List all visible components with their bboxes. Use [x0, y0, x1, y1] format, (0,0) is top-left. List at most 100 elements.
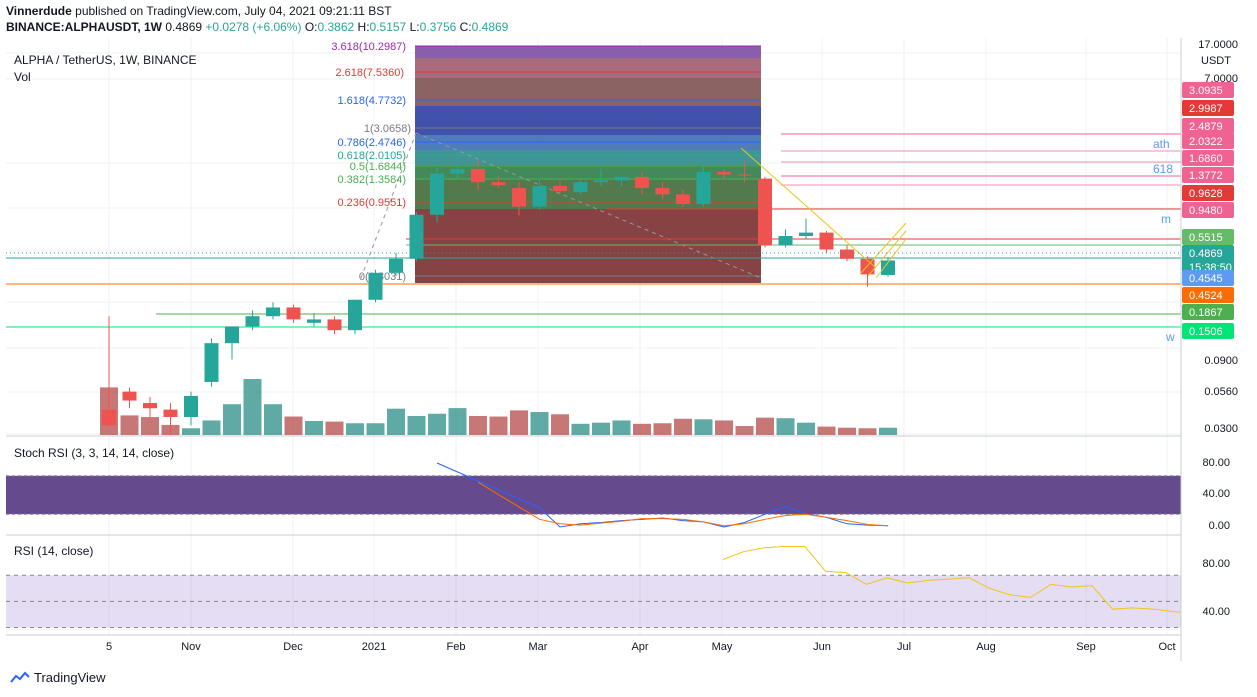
stoch-tick-0: 80.00 [1202, 457, 1230, 469]
side-label-1: 618 [1153, 162, 1173, 176]
price-badge-text-12: 0.4524 [1189, 290, 1223, 302]
candle-body-16 [430, 173, 444, 215]
price-badge-text-5: 1.3772 [1189, 170, 1223, 182]
price-badge-0 [1182, 82, 1234, 98]
candle-body-36 [840, 249, 854, 259]
volume-bar-23 [571, 423, 590, 435]
price-badge-14 [1182, 323, 1234, 339]
volume-bar-10 [305, 421, 323, 435]
candle-body-4 [184, 395, 198, 417]
volume-bar-16 [428, 413, 446, 435]
fib-band-1 [415, 58, 761, 78]
volume-bar-29 [694, 419, 713, 435]
candle-body-21 [532, 185, 547, 207]
fib-anchor-line [360, 132, 417, 279]
candle-body-7 [245, 316, 260, 327]
time-label-7: Apr [631, 641, 648, 653]
fib-band-6 [415, 165, 761, 180]
candle-body-5 [204, 343, 219, 382]
time-label-8: May [712, 641, 733, 653]
price-badge-12 [1182, 287, 1234, 303]
volume-bar-1 [120, 415, 139, 435]
horizontal-levels [6, 133, 1181, 328]
time-label-9: Jun [813, 641, 831, 653]
volume-bar-4 [182, 428, 200, 435]
footer-brand-label: TradingView [34, 670, 106, 685]
volume-bar-31 [735, 426, 754, 435]
candle-body-11 [327, 319, 342, 331]
footer-brand[interactable]: TradingView [10, 670, 106, 685]
indicator-panes [6, 435, 1257, 636]
author-name[interactable]: Vinnerdude [6, 4, 72, 18]
candle-body-14 [389, 258, 403, 273]
fib-label-6: 0.5(1.6844) [350, 161, 406, 173]
price-badge-6 [1182, 185, 1234, 201]
rsi-legend: RSI (14, close) [14, 544, 93, 558]
candle-body-34 [799, 232, 813, 236]
time-axis[interactable]: 5 Nov Dec 2021 Feb Mar Apr May Jun Jul Aug Sep Oct [106, 641, 1176, 653]
price-tick-0: 17.0000 [1198, 39, 1238, 51]
open-label: O: [304, 20, 318, 34]
fib-band-5 [415, 150, 761, 165]
candle-body-3 [163, 409, 178, 417]
volume-bar-38 [879, 427, 897, 435]
volume-bar-11 [325, 421, 344, 435]
volume-bar-20 [510, 410, 528, 435]
candle-body-31 [737, 174, 752, 176]
fib-band-2 [415, 78, 761, 106]
fib-band-3 [415, 106, 761, 135]
volume-bar-28 [674, 418, 692, 435]
volume-bar-22 [551, 414, 569, 435]
fib-band-0 [415, 46, 761, 58]
volume-bar-2 [141, 417, 159, 435]
fib-label-1: 2.618(7.5360) [336, 67, 405, 79]
candle-body-2 [143, 403, 157, 409]
candle-body-0 [102, 409, 116, 426]
candle-body-17 [450, 168, 465, 174]
volume-bar-36 [838, 427, 856, 435]
time-label-5: Feb [447, 641, 466, 653]
candle-body-37 [860, 258, 875, 275]
time-label-0: 5 [106, 641, 112, 653]
volume-bar-26 [633, 423, 651, 435]
stoch-rsi-legend: Stoch RSI (3, 3, 14, 14, close) [14, 446, 174, 460]
symbol-line: BINANCE:ALPHAUSDT, 1W [6, 20, 162, 34]
price-badge-text-14: 0.1506 [1189, 326, 1223, 338]
price-badge-text-1: 2.9987 [1189, 103, 1223, 115]
candle-body-15 [409, 214, 424, 259]
volume-bar-14 [387, 408, 405, 435]
chart-frame[interactable]: 3.618(10.2987) 2.618(7.5360) 1.618(4.7732)… [6, 38, 1257, 661]
time-label-6: Mar [529, 641, 548, 653]
candle-body-19 [491, 182, 506, 186]
candle-body-35 [819, 232, 834, 250]
fib-label-3: 1(3.0658) [364, 123, 411, 135]
chart-svg[interactable]: 3.618(10.2987) 2.618(7.5360) 1.618(4.7732)… [6, 38, 1257, 661]
vol-legend: Vol [14, 70, 31, 84]
candle-body-25 [614, 176, 629, 181]
fib-label-0: 3.618(10.2987) [331, 41, 406, 53]
time-label-13: Oct [1158, 641, 1175, 653]
price-badge-text-13: 0.1867 [1189, 307, 1223, 319]
time-label-11: Aug [976, 641, 996, 653]
price-change: +0.0278 (+6.06%) [205, 20, 302, 34]
candle-body-12 [348, 299, 362, 331]
volume-bar-7 [243, 379, 262, 435]
candle-body-23 [573, 182, 588, 193]
volume-bar-27 [653, 423, 672, 435]
price-badge-text-3: 2.0322 [1189, 136, 1223, 148]
currency-label: USDT [1201, 55, 1231, 67]
open-value: 0.3862 [317, 20, 355, 34]
low-label: L: [409, 20, 420, 34]
volume-bars [100, 379, 897, 435]
volume-bar-8 [264, 404, 282, 435]
volume-bar-5 [202, 420, 221, 435]
price-badge-4 [1182, 150, 1234, 166]
price-tick-4: 0.0300 [1204, 423, 1238, 435]
candle-body-28 [676, 194, 690, 205]
candle-body-1 [122, 391, 137, 401]
volume-bar-21 [530, 412, 549, 435]
publish-line: Vinnerdude published on TradingView.com,… [6, 4, 392, 18]
price-axis[interactable]: 17.00007.00000.09000.05600.030080.0040.0… [1180, 38, 1250, 661]
volume-bar-6 [223, 404, 241, 435]
candle-body-26 [635, 176, 649, 188]
